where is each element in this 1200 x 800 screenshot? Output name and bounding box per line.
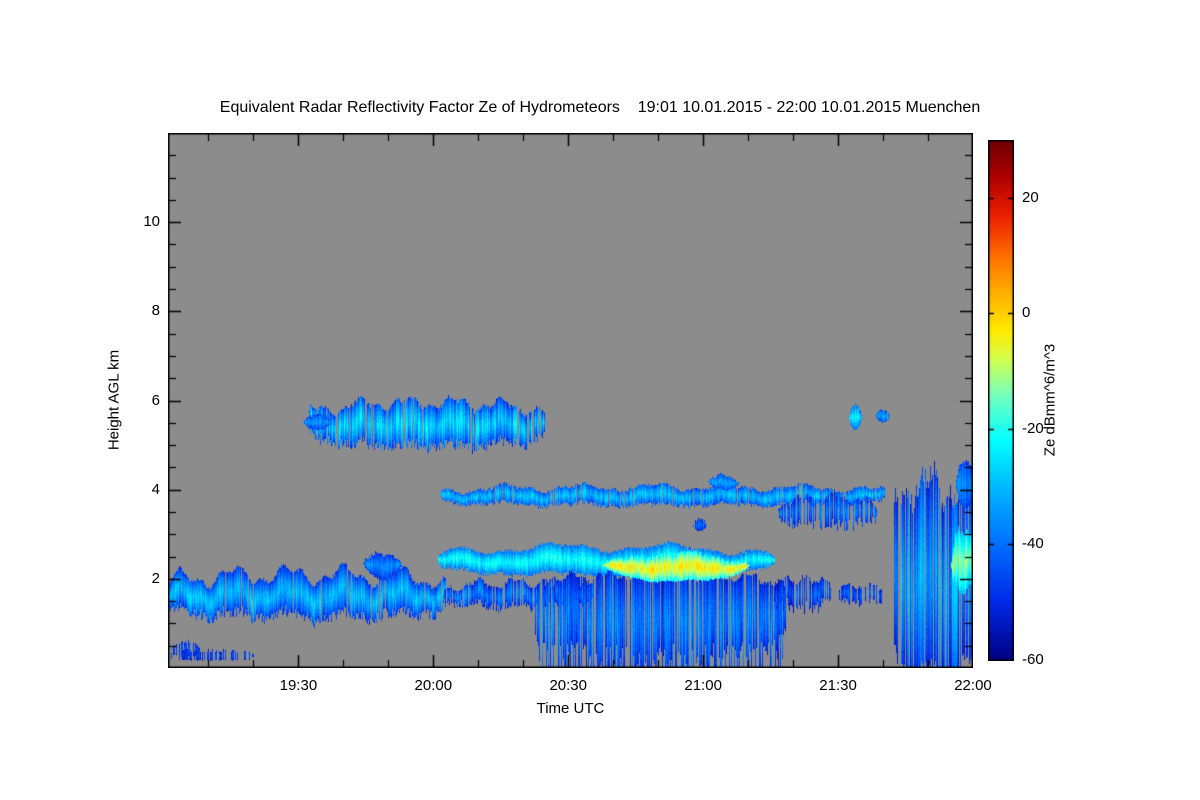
x-tick-label: 20:30 bbox=[549, 677, 587, 694]
y-tick-label: 4 bbox=[151, 480, 160, 498]
heatmap-canvas bbox=[168, 133, 973, 668]
y-tick-label: 10 bbox=[143, 213, 160, 231]
x-axis-label: Time UTC bbox=[536, 700, 605, 717]
x-tick-label: 19:30 bbox=[279, 677, 318, 694]
chart-title: Equivalent Radar Reflectivity Factor Ze … bbox=[219, 99, 981, 116]
colorbar-tick-label: -20 bbox=[1022, 419, 1044, 437]
x-tick-label: 21:00 bbox=[684, 677, 722, 694]
colorbar-tick-label: -40 bbox=[1022, 535, 1044, 553]
x-tick-label: 20:00 bbox=[414, 677, 453, 694]
x-tick-label: 21:30 bbox=[819, 677, 857, 694]
y-tick-label: 2 bbox=[151, 569, 160, 587]
colorbar-label: Ze dBmm^6/m^3 bbox=[1041, 343, 1059, 457]
x-tick-label: 22:00 bbox=[954, 677, 992, 694]
y-tick-label: 8 bbox=[151, 302, 160, 320]
colorbar-tick-label: 20 bbox=[1022, 188, 1039, 206]
colorbar-tick-label: 0 bbox=[1022, 304, 1031, 322]
y-tick-label: 6 bbox=[151, 391, 160, 409]
colorbar-tick-label: -60 bbox=[1022, 651, 1044, 668]
colorbar-canvas bbox=[988, 140, 1014, 661]
